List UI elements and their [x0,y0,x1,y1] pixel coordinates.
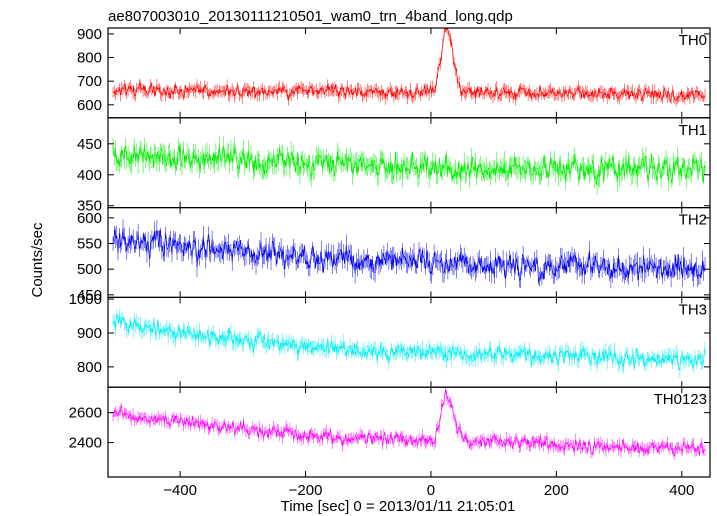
panel-data-th3 [112,308,706,378]
y-tick-label-th0-900: 900 [77,26,102,43]
y-tick-label-th3-800: 800 [77,359,102,376]
panel-th2: 450 500 550 600 TH2 [77,207,711,304]
chart-title: ae807003010_20130111210501_wam0_trn_4ban… [108,8,513,25]
x-tick-label-400: 400 [669,482,694,499]
panel-data-th0123 [112,387,706,460]
y-tick-label-th2-450: 450 [77,287,102,304]
series-line-th2 [112,228,706,283]
panel-th0: 600 700 800 900 TH0 [77,26,711,119]
x-tick-label--400: −400 [163,482,197,499]
panel-data-th2 [112,219,706,289]
panel-data-th0 [112,28,706,107]
x-tick-label-200: 200 [544,482,569,499]
y-tick-label-th0123-2400: 2400 [69,435,102,452]
y-tick-label-th2-500: 500 [77,261,102,278]
y-tick-label-th3-900: 900 [77,325,102,342]
x-axis-label: Time [sec] 0 = 2013/01/11 21:05:01 [281,498,516,515]
series-line-th1 [112,142,706,185]
series-line-th0123 [112,389,706,457]
x-tick-label-0: 0 [427,482,435,499]
y-tick-label-th0-600: 600 [77,97,102,114]
x-tick-label--200: −200 [289,482,323,499]
y-tick-label-th1-350: 350 [77,198,102,215]
y-tick-label-th0-700: 700 [77,73,102,90]
panel-label-th3: TH3 [679,301,707,318]
panel-th1: 350 400 450 TH1 [77,117,711,215]
panel-data-th1 [112,136,706,195]
panel-label-th1: TH1 [679,122,707,139]
series-line-th3 [112,313,706,371]
series-line-th0 [112,28,706,103]
y-tick-label-th0-800: 800 [77,50,102,67]
y-tick-label-th2-600: 600 [77,210,102,227]
errorbars-th2 [112,219,706,289]
panel-frame-th0123 [107,386,711,478]
y-tick-label-th1-400: 400 [77,167,102,184]
panel-label-th0123: TH0123 [654,391,707,408]
errorbars-th1 [112,136,706,195]
y-tick-label-th1-450: 450 [77,136,102,153]
panel-label-th0: TH0 [679,32,707,49]
panel-th0123: 2400 2600 TH0123 [69,386,711,478]
y-tick-label-th3-1000: 1000 [69,291,102,308]
y-tick-label-th0123-2600: 2600 [69,405,102,422]
y-axis-label: Counts/sec [29,222,46,298]
panel-label-th2: TH2 [679,212,707,229]
y-tick-label-th2-550: 550 [77,236,102,253]
panel-th3: 800 900 1000 TH3 [69,291,711,388]
panels-group: 600 700 800 900 TH0 350 400 450 TH1 450 500 550 600 T… [69,26,711,499]
errorbars-th3 [112,308,706,378]
